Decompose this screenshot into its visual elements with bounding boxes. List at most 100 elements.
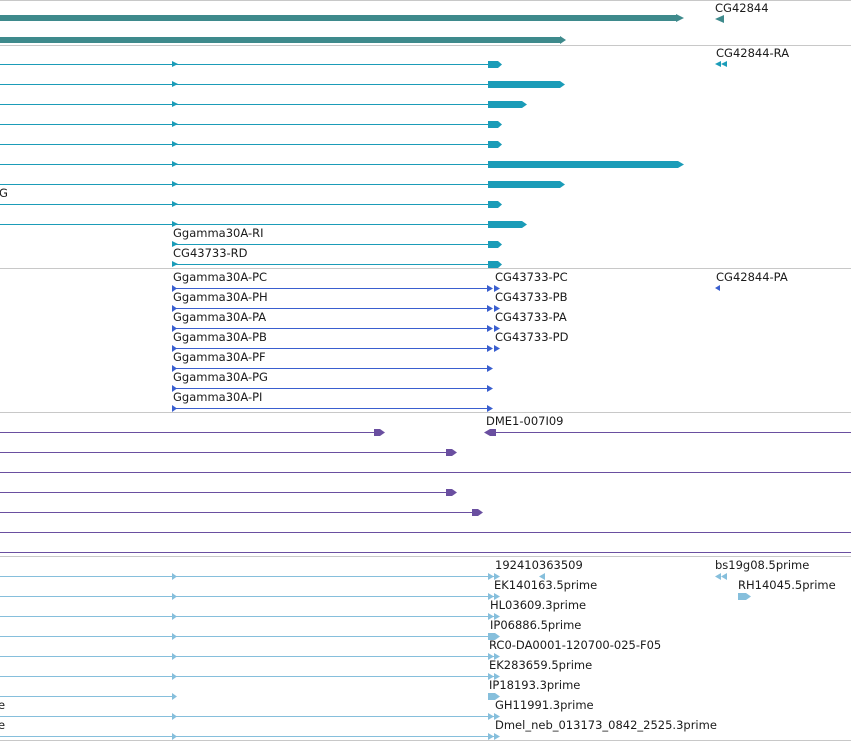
transcript-row[interactable] [0,101,527,108]
gene-feature-small-arrow[interactable] [715,15,724,23]
protein-label[interactable]: Ggamma30A-PA [173,310,266,324]
transcript-row[interactable] [0,61,502,68]
protein-label[interactable]: Ggamma30A-PG [173,370,268,384]
exon [488,201,498,208]
exon [488,241,498,248]
protein-small-arrow[interactable] [715,285,720,291]
est-row[interactable] [0,733,500,740]
gene-feature-arrow[interactable] [560,36,566,44]
exon [488,101,522,108]
est-label[interactable]: 192410363509 [495,558,583,572]
transcript-label-cg42844-ra[interactable]: CG42844-RA [716,46,789,60]
transcript-row[interactable] [172,241,502,248]
est-label[interactable]: RH14045.5prime [738,578,836,592]
est-row[interactable] [0,573,727,580]
intron-arrow [172,141,178,147]
est-row[interactable] [0,673,500,680]
alignment-row[interactable] [0,509,483,516]
protein-row[interactable] [172,365,493,372]
est-label[interactable]: RC0-DA0001-120700-025-F05 [489,638,661,652]
transcript-row[interactable] [0,81,565,88]
protein-row[interactable] [172,345,500,352]
transcript-row[interactable] [0,201,502,208]
est-row[interactable] [0,593,751,600]
est-small-arrow [721,573,727,580]
est-label[interactable]: EK283659.5prime [489,658,592,672]
est-label[interactable]: bs19g08.5prime [715,558,809,572]
est-row[interactable] [0,653,500,660]
alignment-label-dme1-007i09[interactable]: DME1-007I09 [486,414,564,428]
transcript-label-cg43733-rd[interactable]: CG43733-RD [173,246,248,260]
est-small-arrow [539,573,545,580]
transcript-row[interactable] [0,161,684,168]
alignment-row[interactable] [0,489,457,496]
est-label[interactable]: EK140163.5prime [494,578,597,592]
protein-label[interactable]: Ggamma30A-PC [173,270,267,284]
intron-arrow [172,201,178,207]
est-label[interactable]: GH11991.3prime [495,698,594,712]
protein-label[interactable]: CG43733-PB [495,290,568,304]
transcript-row[interactable] [0,141,502,148]
protein-row[interactable] [172,305,500,312]
transcript-row[interactable] [0,181,565,188]
intron-arrow [172,241,178,247]
est-row[interactable] [0,713,500,720]
est-labels: 192410363509 bs19g08.5prime EK140163.5pr… [0,558,836,732]
est-label[interactable]: e [0,698,5,712]
exon [488,221,522,228]
est-label[interactable]: Dmel_neb_013173_0842_2525.3prime [495,718,717,732]
est-label[interactable]: HL03609.3prime [490,598,586,612]
intron-arrow [172,121,178,127]
est-small-arrow [715,573,721,580]
est-track[interactable] [0,573,751,740]
est-row[interactable] [0,613,500,620]
transcript-small-arrow[interactable] [715,61,721,67]
gene-feature-arrow[interactable] [676,14,684,22]
protein-label[interactable]: Ggamma30A-PB [173,330,267,344]
est-label[interactable]: IP18193.3prime [489,678,580,692]
intron-arrow [172,261,178,267]
gene-feature[interactable] [0,15,676,21]
transcript-labels: CG42844-RA G Ggamma30A-RI CG43733-RD [0,46,789,260]
est-row[interactable] [0,633,500,640]
protein-row[interactable] [172,405,493,412]
exon [488,81,560,88]
protein-label[interactable]: CG43733-PD [495,330,569,344]
exon [488,61,498,68]
protein-label[interactable]: Ggamma30A-PH [173,290,268,304]
alignment-row[interactable] [0,429,851,436]
transcript-row[interactable] [0,121,502,128]
transcript-track[interactable] [0,61,727,268]
transcript-label-ggamma30a-ri[interactable]: Ggamma30A-RI [173,226,264,240]
protein-label[interactable]: CG43733-PC [495,270,568,284]
protein-row[interactable] [172,285,500,292]
transcript-row[interactable] [172,261,502,268]
gene-track[interactable]: CG42844 [0,1,769,44]
exon [488,141,498,148]
intron-arrow [172,101,178,107]
transcript-small-arrow[interactable] [721,61,727,67]
transcript-label-g[interactable]: G [0,186,8,200]
protein-row[interactable] [172,325,500,332]
est-label[interactable]: e [0,718,5,732]
protein-track[interactable] [172,285,720,412]
est-row[interactable] [0,693,500,700]
intron-arrow [172,221,178,227]
protein-label[interactable]: Ggamma30A-PF [173,350,266,364]
protein-labels: Ggamma30A-PC CG43733-PC CG42844-PA Ggamm… [173,270,788,404]
alignment-row[interactable] [0,449,457,456]
exon [488,181,560,188]
gene-label-cg42844[interactable]: CG42844 [715,1,769,15]
transcript-row[interactable] [0,221,527,228]
gene-feature[interactable] [0,37,560,43]
intron-arrow [172,181,178,187]
intron-arrow [172,61,178,67]
protein-label[interactable]: Ggamma30A-PI [173,390,262,404]
protein-label[interactable]: CG43733-PA [495,310,567,324]
protein-row[interactable] [172,385,493,392]
est-label[interactable]: IP06886.5prime [490,618,581,632]
protein-label[interactable]: CG42844-PA [716,270,788,284]
alignment-track[interactable] [0,429,851,553]
